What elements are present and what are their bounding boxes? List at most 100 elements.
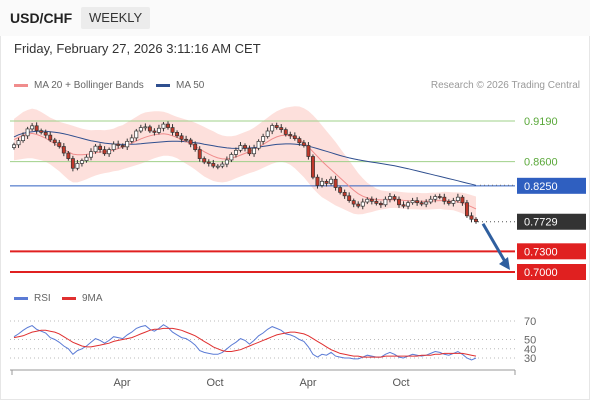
candle [52,137,57,146]
candle [464,199,469,218]
candle [243,143,247,152]
candle [401,201,406,209]
candle [211,159,216,169]
candle [279,124,284,133]
time-tick-3: Oct [392,377,409,389]
candle [261,133,266,145]
forecast-arrow-layer [481,222,510,270]
time-tick-0: Apr [113,377,130,389]
candle [365,197,370,205]
candle [252,144,257,157]
legend-9ma: 9MA [62,293,103,304]
candle [256,139,261,151]
candle [469,212,474,223]
rsi-tick-40: 40 [524,344,536,356]
candle [247,145,252,156]
resistance-label-0: 0.9190 [524,116,558,128]
candle [297,136,302,146]
candle [206,159,211,167]
candle [338,185,343,195]
candle [437,193,442,200]
candle [238,142,243,153]
candle [270,123,275,135]
support-label-box-4 [517,243,586,260]
candle [310,154,315,180]
candle [451,197,456,207]
legend-ma50: MA 50 [156,80,204,91]
candle [460,195,465,206]
candle [292,132,297,141]
candle [387,193,392,203]
candle [57,139,62,149]
candle [120,143,125,149]
candle [134,128,139,141]
candle [265,127,270,139]
candle [428,195,433,205]
support-label-5: 0.7000 [524,267,558,279]
candle [138,124,143,134]
candle [419,200,424,207]
candle [61,143,66,157]
legend-ma20: MA 20 + Bollinger Bands [14,80,144,91]
legend-rsi-swatch [14,297,28,300]
candle [233,147,238,158]
candle [179,133,184,143]
candle [410,197,415,205]
support-label-4: 0.7300 [524,246,558,258]
candle [415,197,420,206]
legend-ma20-swatch [14,84,28,87]
candle [306,142,311,160]
candle [315,174,320,189]
candle [21,132,26,143]
candle [197,146,202,162]
candle [152,128,157,136]
legend-9ma-swatch [62,297,76,300]
rsi-tick-50: 50 [524,335,536,347]
candle [25,126,30,139]
candle [274,122,279,130]
rsi-line [13,324,477,361]
candle [84,154,89,163]
forecast-arrow-shaft [481,222,509,266]
candle [39,128,44,135]
candle [383,196,388,207]
candles-layer [12,121,478,224]
candle [356,201,361,209]
candle [116,140,121,149]
forecast-arrow-head [499,257,510,270]
credit-text: Research © 2026 Trading Central [430,80,580,91]
candle [433,194,438,203]
candle [220,161,225,169]
rsi-tick-30: 30 [524,353,536,365]
pivot-label-box [517,177,586,194]
candle [215,164,220,170]
candle [79,158,84,167]
candle [89,148,93,161]
bollinger-band-layer [14,106,476,222]
candle [48,131,53,143]
candle [75,159,80,171]
period-selector[interactable]: WEEKLY [81,7,151,29]
header-bar: USD/CHF WEEKLY [0,0,590,36]
candle [98,143,103,153]
legend-rsi: RSI [14,293,51,304]
symbol-title: USD/CHF [10,10,73,26]
last-price-label: 0.7729 [524,217,558,229]
rsi-9ma-line [13,327,477,358]
candle [378,201,383,208]
candle [406,200,411,210]
time-tick-1: Oct [206,377,223,389]
candle [30,123,35,131]
candle [129,134,134,144]
candle [324,179,329,187]
legend-ma50-label: MA 50 [176,80,205,91]
rsi-tick-70: 70 [524,316,536,328]
candle [12,142,16,150]
candle [455,193,460,203]
candle [351,198,356,208]
candle [446,199,451,206]
candle [442,193,447,205]
level-lines-layer [10,120,515,273]
